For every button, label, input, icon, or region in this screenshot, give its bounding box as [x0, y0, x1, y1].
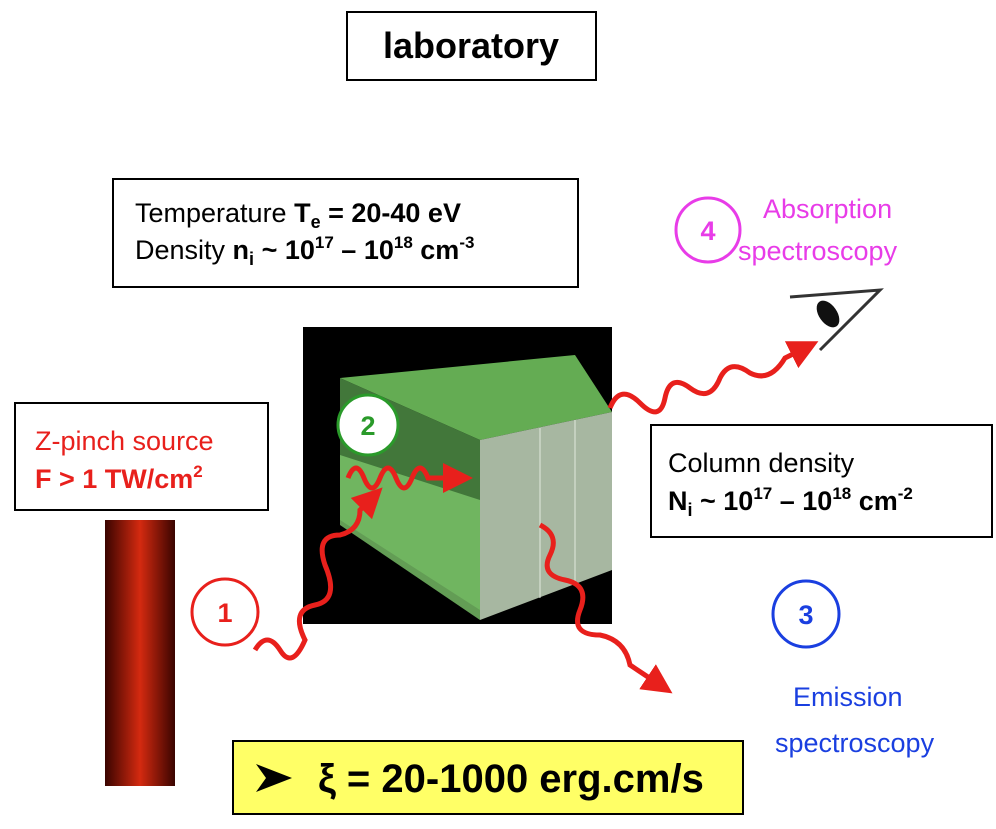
z-pinch-image [105, 520, 175, 786]
node-label: spectroscopy [775, 728, 935, 758]
column-density-value: Ni ~ 1017 – 1018 cm-2 [668, 484, 913, 520]
title: laboratory [383, 25, 559, 66]
node-label: Emission [793, 682, 903, 712]
bullet [256, 764, 292, 792]
node-circle [336, 393, 400, 457]
node-number: 1 [217, 598, 232, 628]
arrow [538, 522, 673, 694]
source-box [14, 402, 269, 511]
eye-icon [789, 288, 884, 352]
column-density-box [650, 424, 993, 538]
arrow [252, 487, 383, 661]
node-circle [674, 196, 742, 264]
source-flux: F > 1 TW/cm2 [35, 462, 203, 494]
node-number: 4 [700, 216, 715, 246]
node-number: 3 [798, 600, 813, 630]
node-circle [190, 577, 260, 647]
column-density-label: Column density [668, 448, 855, 478]
source-name: Z-pinch source [35, 426, 214, 456]
node-label: Absorption [763, 194, 892, 224]
node-number: 2 [360, 411, 375, 441]
density: Density ni ~ 1017 – 1018 cm-3 [135, 233, 474, 269]
title-box [346, 11, 597, 81]
arrow [607, 341, 819, 415]
result-box [232, 740, 744, 815]
conditions-box [112, 178, 579, 288]
result: ξ = 20-1000 erg.cm/s [318, 757, 704, 801]
plasma-top [340, 355, 612, 440]
radiation-arrows [252, 341, 819, 694]
plasma-front [480, 412, 612, 620]
temperature: Temperature Te = 20-40 eV [135, 198, 461, 232]
node-label: spectroscopy [738, 236, 898, 266]
node-circle [771, 579, 841, 649]
arrow [345, 463, 473, 493]
